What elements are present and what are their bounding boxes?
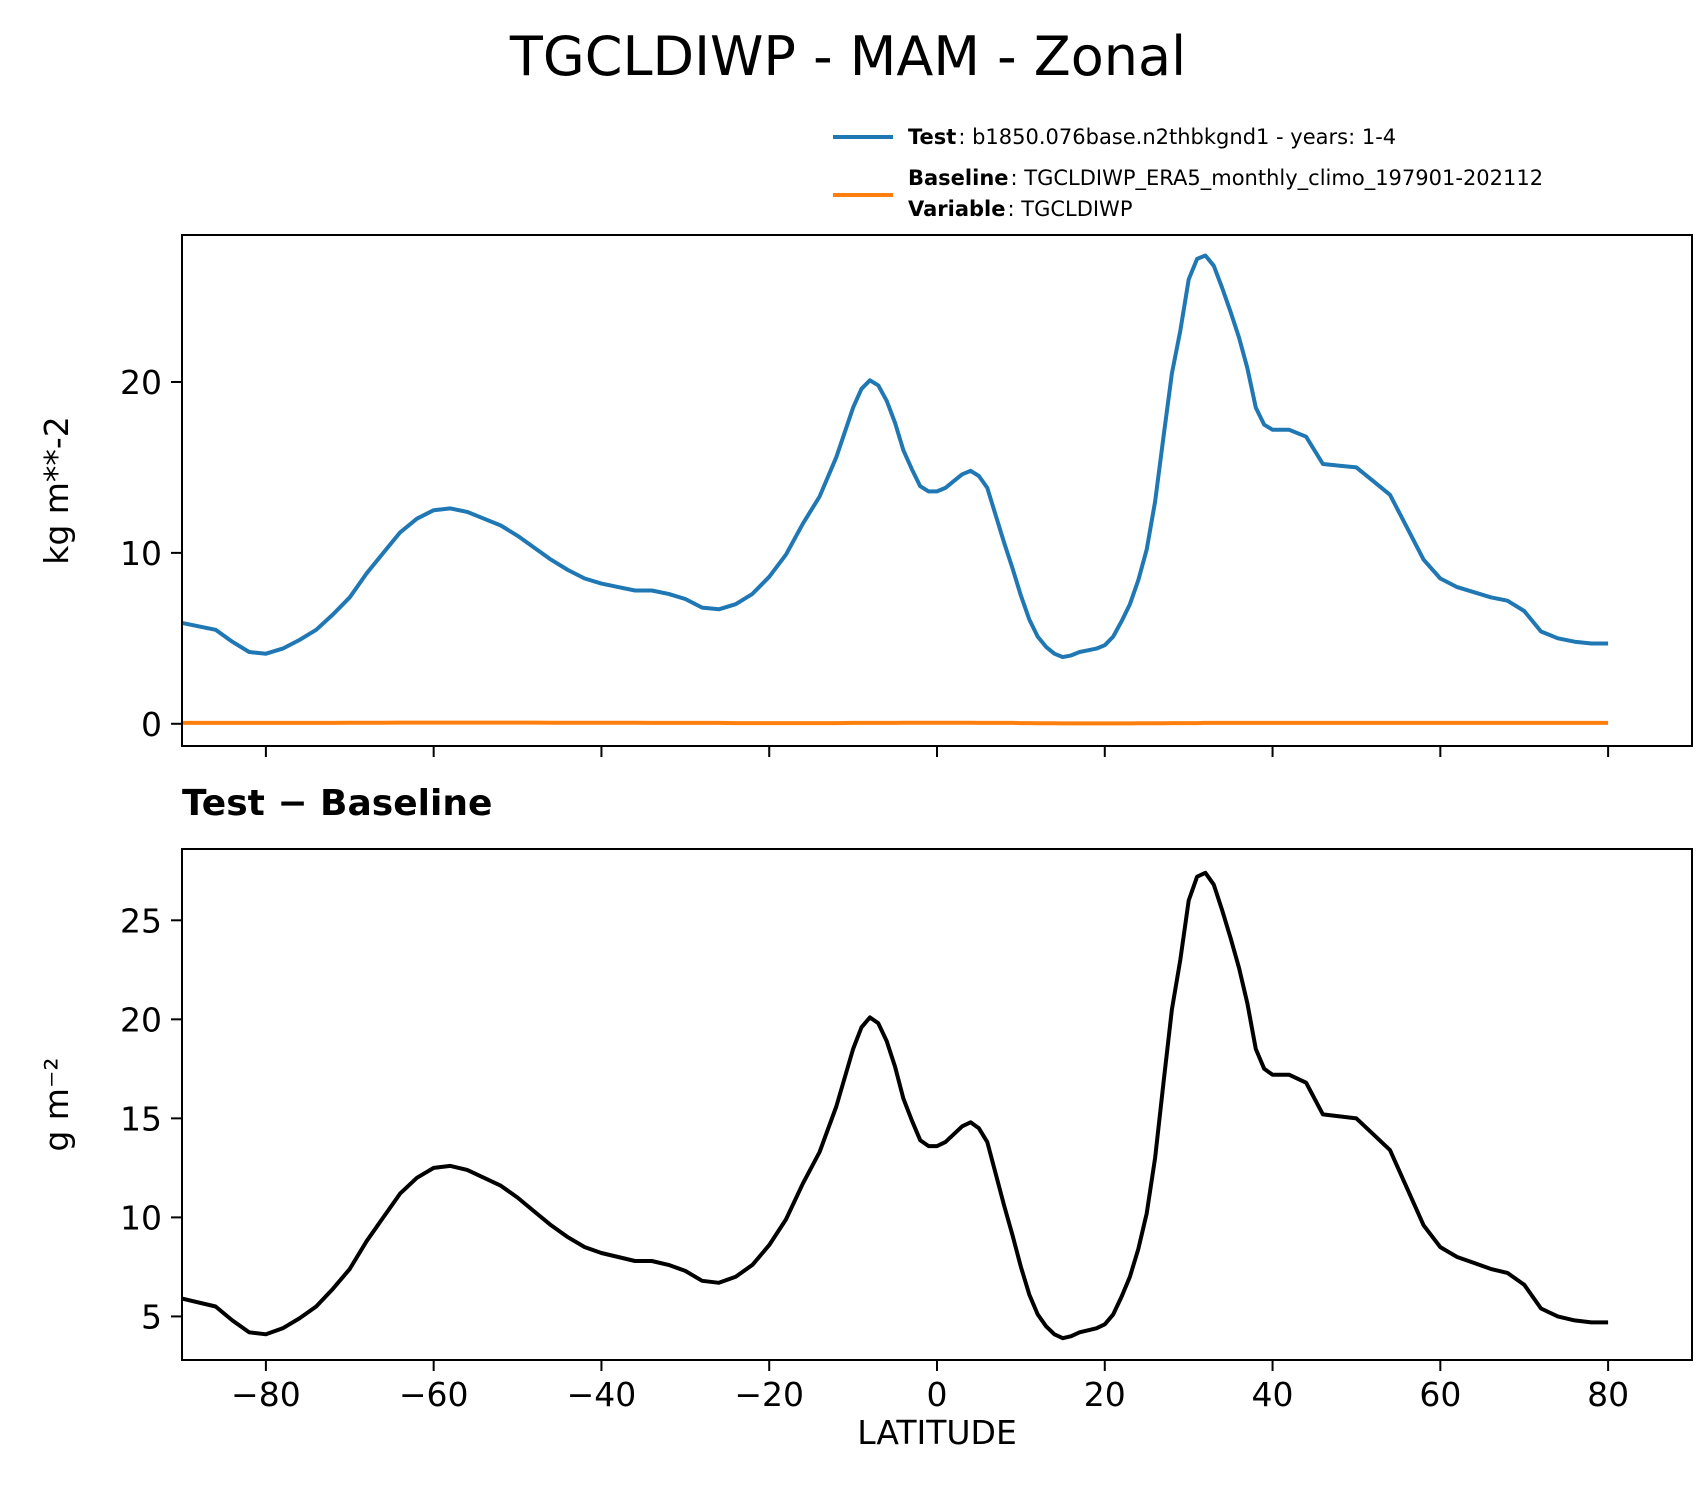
top-y-tick-label: 0	[141, 705, 162, 744]
legend-test-entry: Test: b1850.076base.n2thbkgnd1 - years: …	[908, 125, 1396, 149]
bottom-x-tick-label: 20	[1084, 1375, 1126, 1414]
bottom-series-test-baseline	[181, 870, 1609, 1341]
bottom-x-tick-label: −60	[399, 1375, 469, 1414]
bottom-y-tick-label: 25	[120, 901, 162, 940]
bottom-y-tick-label: 5	[141, 1297, 162, 1336]
bottom-panel: g m⁻² LATITUDE −80 −60 −40 −20 0 20 40 60 80 5 10 1…	[37, 848, 1693, 1452]
bottom-y-tick-label: 10	[120, 1198, 162, 1237]
legend-baseline-label: Baseline	[908, 166, 1009, 190]
top-y-tick-label: 10	[120, 534, 162, 573]
legend-test-label: Test	[908, 125, 956, 149]
legend-baseline-text: : TGCLDIWP_ERA5_monthly_climo_197901-202…	[1011, 166, 1544, 191]
bottom-x-tick-label: −80	[231, 1375, 301, 1414]
bottom-axes-frame	[181, 848, 1693, 1361]
top-y-tick-label: 20	[120, 363, 162, 402]
bottom-x-tick-label: −20	[734, 1375, 804, 1414]
figure-title: TGCLDIWP - MAM - Zonal	[509, 25, 1186, 88]
legend-variable-label: Variable	[908, 197, 1005, 221]
legend: Test: b1850.076base.n2thbkgnd1 - years: …	[833, 125, 1543, 221]
bottom-y-axis-label: g m⁻²	[37, 1057, 76, 1151]
legend-variable-text: : TGCLDIWP	[1007, 197, 1132, 221]
top-series-test	[181, 253, 1609, 660]
bottom-x-tick-label: −40	[567, 1375, 637, 1414]
top-panel: kg m**-2 0 10 20	[37, 234, 1693, 757]
legend-baseline-entry: Baseline: TGCLDIWP_ERA5_monthly_climo_19…	[908, 166, 1543, 191]
top-series-baseline	[182, 720, 1609, 726]
bottom-panel-title: Test − Baseline	[182, 783, 492, 824]
bottom-x-tick-label: 40	[1252, 1375, 1294, 1414]
bottom-x-tick-label: 0	[927, 1375, 948, 1414]
bottom-y-tick-label: 15	[120, 1099, 162, 1138]
bottom-x-tick-label: 80	[1587, 1375, 1629, 1414]
legend-test-text: : b1850.076base.n2thbkgnd1 - years: 1-4	[958, 125, 1396, 149]
legend-variable-entry: Variable: TGCLDIWP	[908, 197, 1133, 221]
bottom-x-axis-label: LATITUDE	[857, 1413, 1017, 1452]
bottom-x-tick-label: 60	[1419, 1375, 1461, 1414]
bottom-y-tick-label: 20	[120, 1000, 162, 1039]
top-y-axis-label: kg m**-2	[37, 416, 76, 565]
